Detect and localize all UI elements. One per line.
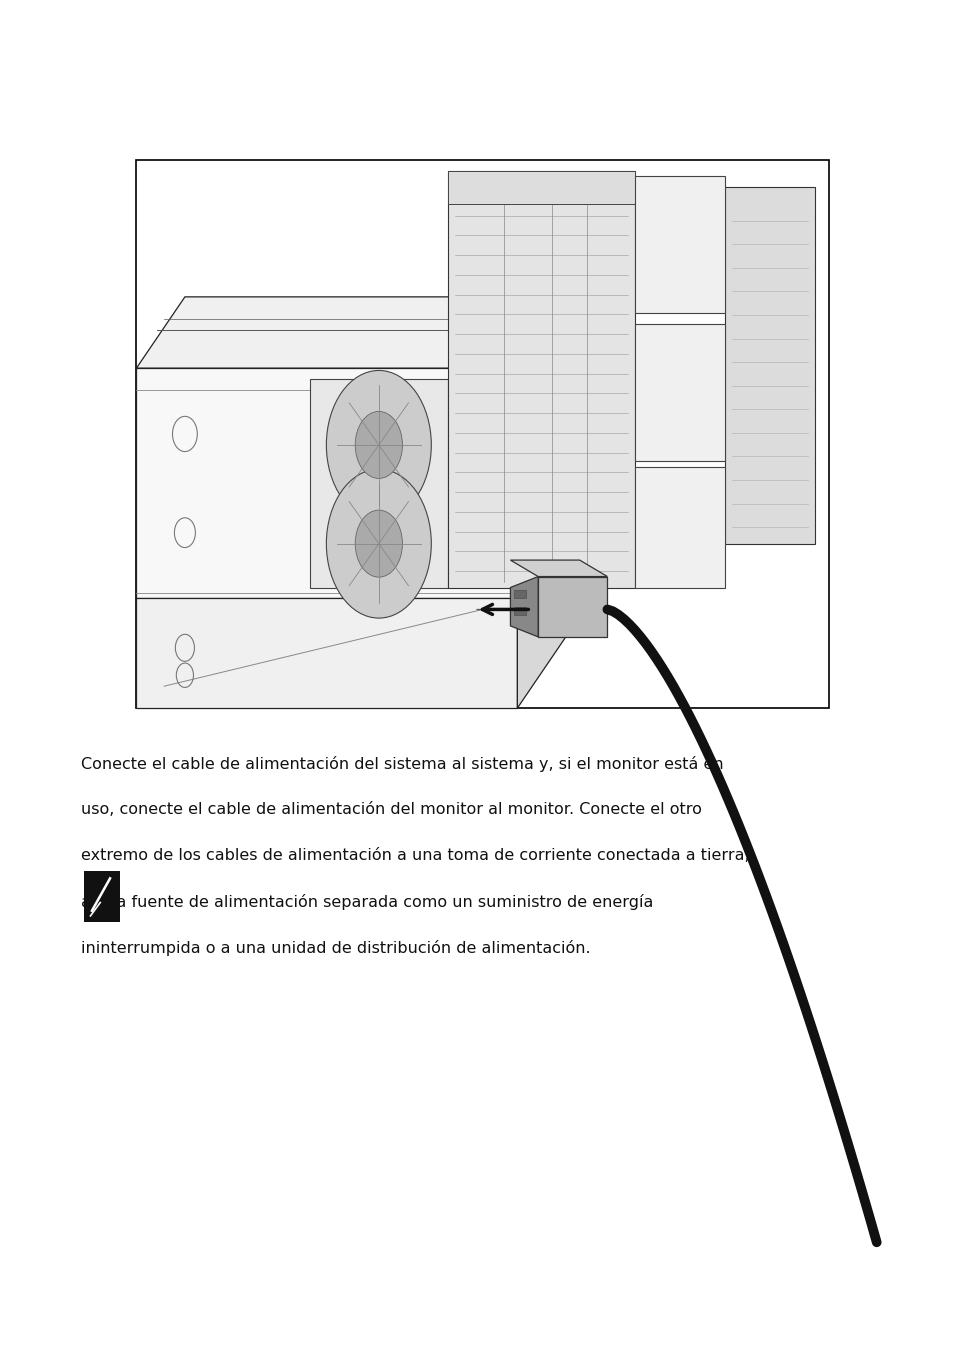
Circle shape — [326, 468, 431, 617]
Polygon shape — [724, 187, 814, 543]
Text: extremo de los cables de alimentación a una toma de corriente conectada a tierra: extremo de los cables de alimentación a … — [81, 848, 749, 862]
Bar — [514, 590, 526, 598]
Polygon shape — [517, 527, 565, 708]
Polygon shape — [635, 176, 724, 313]
Polygon shape — [510, 577, 537, 636]
Bar — [84, 871, 120, 922]
Text: Conecte el cable de alimentación del sistema al sistema y, si el monitor está en: Conecte el cable de alimentación del sis… — [81, 756, 723, 772]
Polygon shape — [309, 379, 448, 588]
Polygon shape — [448, 171, 635, 588]
Circle shape — [326, 371, 431, 520]
Polygon shape — [635, 467, 724, 588]
Text: uso, conecte el cable de alimentación del monitor al monitor. Conecte el otro: uso, conecte el cable de alimentación de… — [81, 802, 701, 816]
Polygon shape — [136, 368, 517, 598]
Polygon shape — [510, 561, 607, 577]
Bar — [136, 160, 828, 708]
Polygon shape — [136, 598, 517, 708]
Circle shape — [355, 510, 402, 577]
Polygon shape — [635, 325, 724, 462]
Bar — [514, 607, 526, 615]
Bar — [448, 171, 635, 203]
Text: ininterrumpida o a una unidad de distribución de alimentación.: ininterrumpida o a una unidad de distrib… — [81, 940, 590, 956]
Polygon shape — [136, 297, 565, 368]
Polygon shape — [537, 577, 607, 636]
Polygon shape — [517, 297, 565, 598]
Circle shape — [355, 412, 402, 478]
Text: a una fuente de alimentación separada como un suministro de energía: a una fuente de alimentación separada co… — [81, 894, 653, 910]
